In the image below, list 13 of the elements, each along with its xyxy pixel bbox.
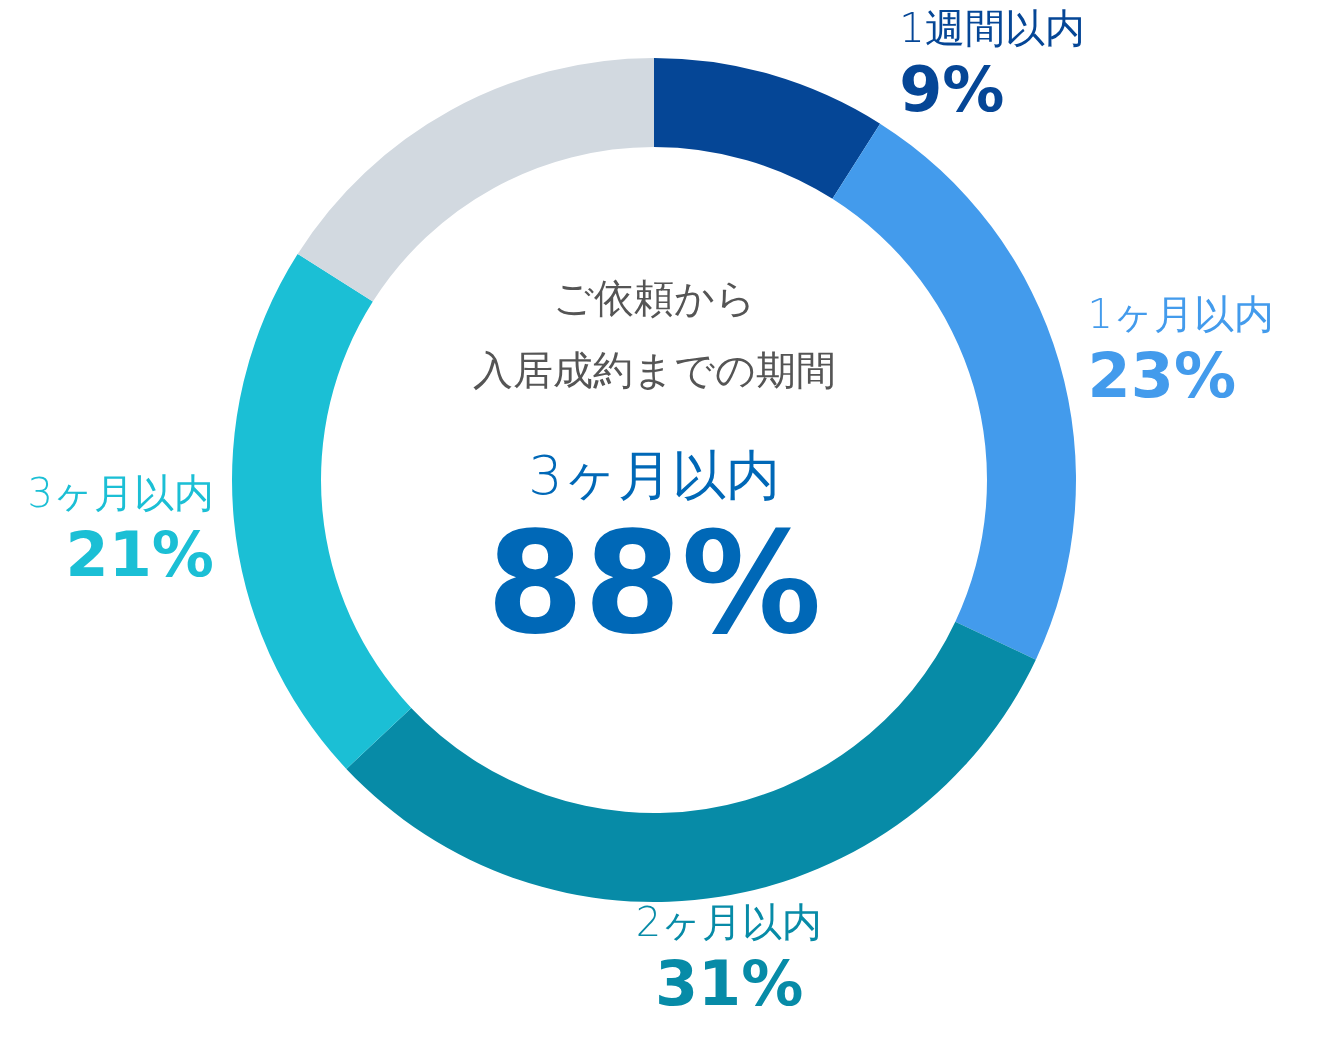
donut-slice bbox=[654, 58, 881, 199]
slice-label: 2ヶ月以内 bbox=[635, 899, 823, 946]
text: ご依頼から bbox=[552, 275, 756, 321]
text: 入居成約までの期間 bbox=[472, 347, 836, 393]
data-label: 21% bbox=[65, 518, 214, 592]
slice-label: 1週間以内 bbox=[899, 5, 1085, 51]
slice-label: 1ヶ月以内 bbox=[1087, 291, 1275, 338]
data-label: 23% bbox=[1087, 339, 1237, 413]
donut-slice bbox=[232, 253, 412, 769]
slice-label: 3ヶ月以内 bbox=[27, 470, 214, 517]
data-label: 31% bbox=[654, 947, 804, 1021]
donut-slice bbox=[832, 123, 1076, 660]
data-label: 9% bbox=[899, 53, 1005, 126]
